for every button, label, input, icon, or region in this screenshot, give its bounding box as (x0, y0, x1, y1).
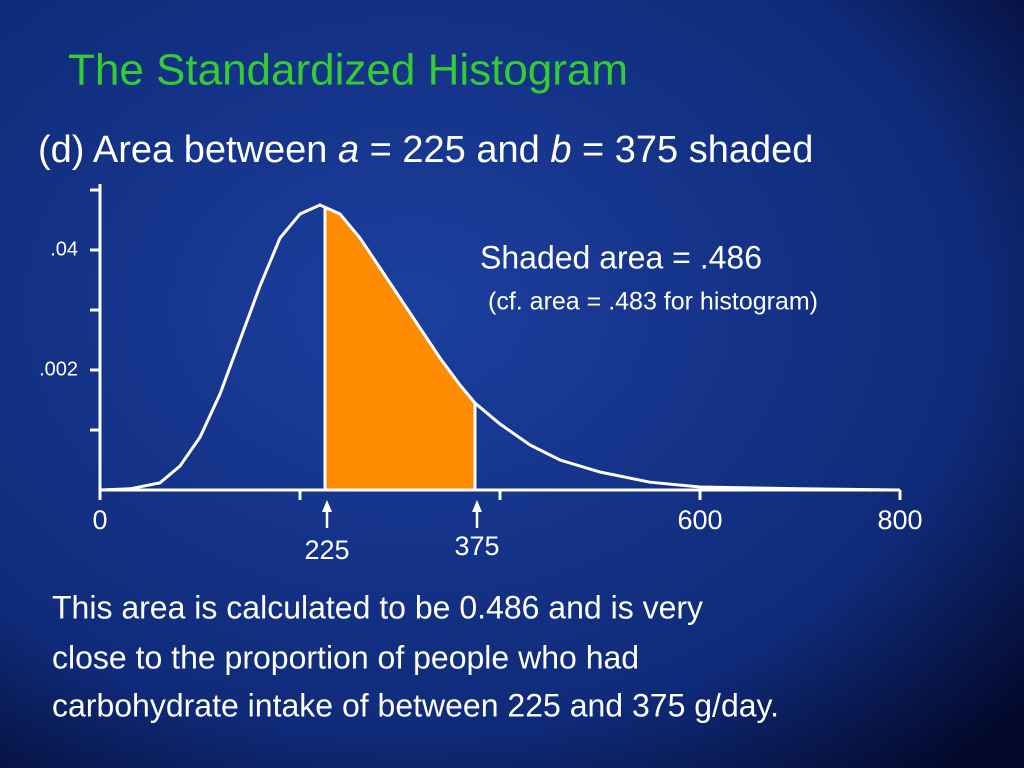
arrow-head (322, 500, 332, 512)
subtitle-part: (d) Area between (38, 129, 338, 171)
annotation: (cf. area = .483 for histogram) (488, 288, 818, 316)
x-tick-label: 600 (677, 505, 722, 535)
x-tick-label: 0 (92, 505, 107, 535)
subtitle-part: = 225 and (359, 129, 550, 171)
body-text: This area is calculated to be 0.486 and … (52, 589, 703, 625)
y-tick-label: .002 (39, 358, 78, 380)
x-tick-label: 800 (877, 505, 922, 535)
body-text: close to the proportion of people who ha… (52, 639, 639, 675)
bound-label: 375 (454, 531, 499, 561)
subtitle-part: b (550, 129, 571, 171)
subtitle: (d) Area between a = 225 and b = 375 sha… (38, 129, 813, 171)
subtitle-part: = 375 shaded (571, 129, 813, 171)
subtitle-part: a (338, 129, 359, 171)
annotation: Shaded area = .486 (480, 239, 762, 275)
density-curve (99, 203, 901, 492)
body-text: carbohydrate intake of between 225 and 3… (52, 687, 779, 723)
bound-label: 225 (304, 535, 349, 565)
y-tick-label: .04 (50, 238, 78, 260)
arrow-head (472, 500, 482, 512)
slide-title: The Standardized Histogram (68, 46, 628, 95)
shaded-area (325, 207, 475, 490)
